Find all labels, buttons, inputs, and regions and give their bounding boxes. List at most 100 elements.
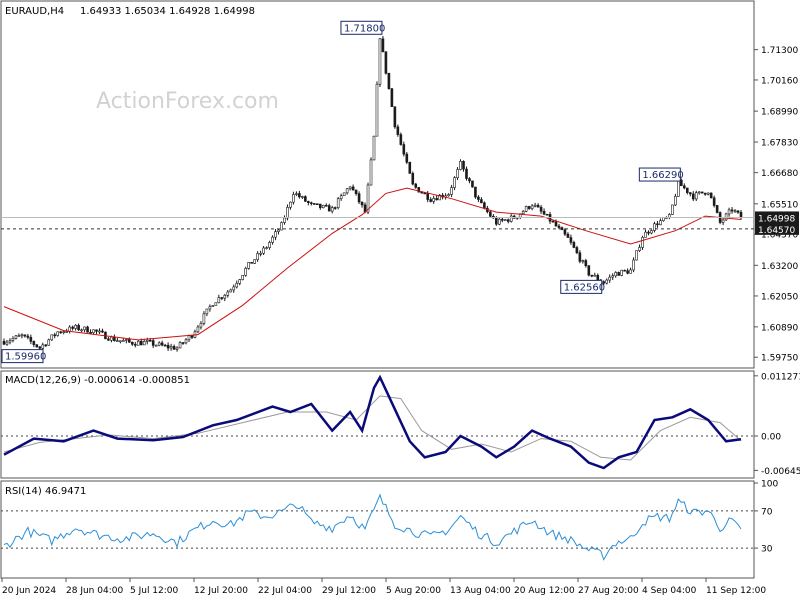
- price-candle-body: [71, 326, 74, 329]
- price-candle-body: [503, 219, 507, 221]
- price-panel-frame: [0, 0, 755, 369]
- price-candle-body: [148, 339, 152, 342]
- macd-title: MACD(12,26,9) -0.000614 -0.000851: [5, 375, 190, 386]
- price-axis-tag-bg: [755, 222, 799, 235]
- price-candle-body: [274, 231, 277, 238]
- price-candle-body: [74, 324, 77, 329]
- price-candle-body: [271, 236, 274, 243]
- price-candle-body: [465, 168, 468, 179]
- price-candle-body: [626, 270, 629, 274]
- price-candle-body: [145, 339, 149, 342]
- price-candle-body: [677, 179, 680, 197]
- price-candle-body: [330, 207, 334, 212]
- price-candle-body: [393, 106, 397, 128]
- price-candle-body: [697, 191, 701, 194]
- price-candle-body: [2, 340, 6, 345]
- price-candle-body: [495, 217, 498, 225]
- price-tick-label: 1.68990: [761, 108, 798, 118]
- price-candle-body: [23, 334, 27, 337]
- price-candle-body: [545, 213, 549, 216]
- price-candle-body: [387, 72, 391, 89]
- price-candle-body: [456, 169, 459, 179]
- price-candle-body: [593, 274, 597, 277]
- price-candle-body: [542, 211, 546, 215]
- price-candle-body: [80, 329, 83, 332]
- price-tick-label: 1.59750: [761, 354, 798, 364]
- price-candle-body: [539, 206, 543, 212]
- price-candle-body: [95, 329, 98, 332]
- price-candle-body: [614, 272, 617, 277]
- price-candle-body: [226, 291, 230, 296]
- time-tick-label: 5 Aug 20:00: [386, 586, 441, 596]
- price-candle-body: [384, 51, 388, 74]
- price-candle-body: [530, 205, 534, 209]
- price-candle-body: [163, 344, 167, 347]
- price-candle-body: [139, 340, 143, 346]
- price-candle-body: [396, 126, 400, 135]
- price-candle-body: [50, 334, 54, 341]
- time-tick-label: 4 Sep 04:00: [642, 586, 697, 596]
- price-candle-body: [700, 191, 704, 194]
- price-candle-body: [659, 220, 662, 226]
- price-candle-body: [536, 204, 540, 208]
- price-candle-body: [671, 204, 674, 215]
- price-candle-body: [680, 179, 683, 187]
- price-candle-body: [256, 253, 259, 260]
- time-tick-label: 27 Aug 20:00: [578, 586, 639, 596]
- time-tick-label: 22 Jul 04:00: [258, 586, 312, 596]
- price-candle-body: [345, 188, 349, 194]
- price-candle-body: [423, 192, 427, 195]
- price-candle-body: [378, 38, 382, 85]
- price-candle-body: [283, 217, 286, 223]
- price-candle-body: [644, 231, 647, 238]
- price-candle-body: [739, 212, 743, 219]
- price-candle-body: [372, 135, 376, 161]
- price-candle-body: [506, 219, 510, 222]
- watermark: ActionForex.com: [96, 89, 279, 114]
- price-candle-body: [357, 193, 361, 203]
- price-candle-body: [509, 215, 513, 222]
- price-candle-body: [438, 194, 441, 201]
- price-candle-body: [629, 269, 632, 274]
- price-candle-body: [184, 339, 188, 344]
- price-candle-body: [107, 338, 110, 341]
- price-candle-body: [298, 193, 301, 198]
- price-tick-label: 1.70160: [761, 76, 798, 86]
- price-candle-body: [450, 187, 453, 195]
- price-candle-body: [280, 222, 283, 231]
- price-level-label: 1.59960: [5, 352, 46, 363]
- price-candle-body: [128, 339, 131, 343]
- price-candle-body: [217, 297, 221, 304]
- price-candle-body: [575, 247, 579, 254]
- price-candle-body: [247, 262, 250, 269]
- price-axis-tag-label: 1.64998: [758, 214, 795, 224]
- price-candle-body: [133, 343, 137, 346]
- price-candle-body: [250, 262, 253, 264]
- price-candle-body: [342, 192, 346, 197]
- rsi-tick-label: 30: [761, 545, 773, 555]
- price-candle-body: [307, 201, 310, 203]
- price-candle-body: [47, 339, 51, 346]
- price-candle-body: [169, 346, 173, 349]
- price-candle-body: [605, 279, 609, 284]
- price-tick-label: 1.62050: [761, 292, 798, 302]
- price-candle-body: [414, 183, 418, 188]
- price-candle-body: [703, 192, 707, 195]
- price-candle-body: [196, 326, 200, 333]
- macd-panel: 0.011271 0.00 -0.006453 MACD(12,26,9) -0.0…: [0, 370, 800, 479]
- price-candle-body: [98, 330, 101, 333]
- price-level-box: [638, 167, 681, 182]
- price-candle-body: [38, 346, 42, 349]
- price-tick-label: 1.64370: [761, 231, 798, 241]
- price-candle-body: [706, 192, 710, 195]
- price-candle-body: [447, 194, 450, 197]
- price-candle-body: [638, 247, 641, 251]
- price-candle-body: [56, 331, 60, 336]
- price-candle-body: [694, 192, 698, 200]
- price-candle-body: [151, 340, 155, 346]
- price-candle-body: [733, 210, 737, 213]
- price-candle-body: [411, 173, 415, 185]
- price-candle-body: [101, 330, 104, 333]
- price-candle-body: [477, 196, 480, 200]
- price-candle-body: [304, 196, 307, 202]
